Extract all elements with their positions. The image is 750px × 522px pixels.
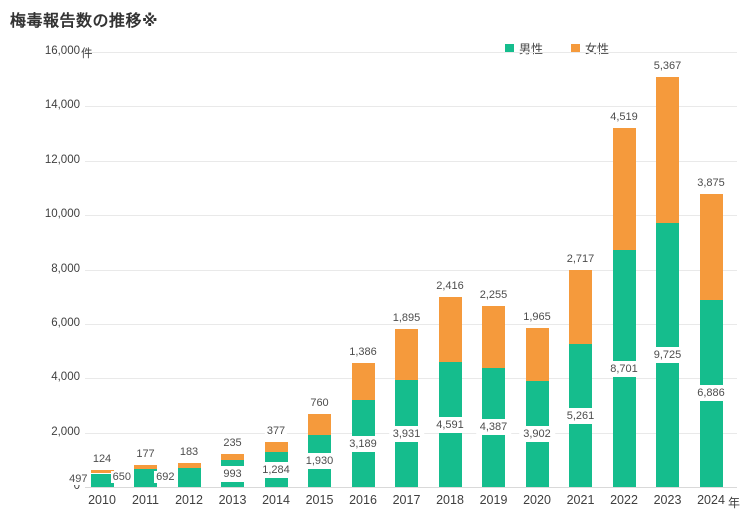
x-axis-label-2010: 2010: [88, 493, 116, 507]
bar-segment-female-2023: [656, 76, 679, 223]
y-axis-label: 2,000: [51, 425, 80, 438]
male-value-label-2018: 4,591: [432, 416, 468, 433]
female-value-label-2017: 1,895: [390, 311, 423, 324]
male-value-label-2020: 3,902: [519, 426, 555, 442]
male-value-label-2021: 5,261: [562, 407, 599, 424]
male-value-label-2017: 3,931: [388, 425, 425, 442]
x-axis-label-2016: 2016: [349, 493, 377, 507]
female-value-label-2022: 4,519: [608, 110, 640, 123]
male-value-label-2024: 6,886: [693, 385, 729, 402]
bar-segment-female-2011: [134, 464, 157, 470]
bar-segment-female-2022: [612, 127, 636, 251]
x-axis-unit-label: 年: [728, 495, 741, 510]
male-value-label-2019: 4,387: [475, 419, 512, 436]
female-value-label-2012: 183: [177, 446, 201, 459]
female-value-label-2019: 2,255: [477, 289, 510, 302]
bar-segment-female-2017: [395, 328, 418, 381]
male-value-label-2013: 993: [219, 465, 246, 482]
bar-segment-male-2012: [177, 468, 201, 487]
female-value-label-2023: 5,367: [651, 59, 684, 72]
x-axis-label-2012: 2012: [175, 493, 203, 507]
legend-swatch-female-icon: [571, 44, 581, 53]
y-axis-label: 8,000: [51, 262, 80, 275]
gridline: [85, 269, 737, 271]
bar-segment-male-2010: [90, 473, 114, 487]
y-axis-label: 12,000: [44, 153, 80, 166]
gridline: [85, 160, 737, 162]
gridline: [85, 52, 737, 53]
legend-swatch-male-icon: [505, 44, 514, 53]
x-axis-label-2020: 2020: [523, 493, 551, 507]
gridline: [85, 106, 737, 108]
male-value-label-2022: 8,701: [606, 360, 642, 377]
y-axis-label: 16,000: [44, 45, 80, 57]
female-value-label-2011: 177: [134, 447, 157, 460]
bar-segment-female-2018: [438, 296, 462, 363]
bar-segment-female-2012: [177, 463, 201, 469]
x-axis-label-2023: 2023: [653, 493, 682, 507]
y-axis-unit-label: 件: [81, 48, 93, 60]
x-axis-label-2022: 2022: [610, 493, 638, 507]
x-axis-label-2024: 2024: [697, 493, 725, 507]
x-axis-label-2011: 2011: [132, 493, 159, 507]
bar-segment-female-2019: [482, 306, 505, 368]
x-axis-label-2021: 2021: [566, 493, 595, 507]
bar-segment-female-2014: [264, 441, 288, 452]
y-axis-label: 0: [73, 480, 80, 492]
female-value-label-2021: 2,717: [564, 253, 597, 266]
x-axis-label-2015: 2015: [305, 493, 334, 507]
y-axis-label: 4,000: [51, 371, 80, 384]
male-value-label-2014: 1,284: [258, 461, 294, 478]
y-axis-label: 10,000: [44, 208, 80, 221]
female-value-label-2024: 3,875: [695, 177, 727, 190]
bar-segment-female-2013: [221, 453, 244, 460]
x-axis-label-2017: 2017: [392, 493, 421, 507]
bar-segment-female-2024: [699, 194, 723, 300]
female-value-label-2016: 1,386: [347, 345, 379, 358]
bar-segment-female-2016: [351, 362, 375, 401]
gridline: [85, 487, 737, 488]
female-value-label-2018: 2,416: [434, 279, 466, 292]
male-value-label-2015: 1,930: [301, 452, 338, 469]
male-value-label-2011: 650: [110, 471, 133, 484]
female-value-label-2010: 124: [90, 453, 114, 466]
gridline: [85, 323, 737, 325]
bar-segment-female-2015: [308, 413, 331, 435]
bar-segment-female-2021: [569, 270, 592, 344]
gridline: [85, 215, 737, 217]
y-axis-label: 14,000: [44, 99, 80, 112]
female-value-label-2015: 760: [308, 396, 331, 409]
x-axis-label-2018: 2018: [436, 493, 464, 507]
x-axis-label-2019: 2019: [479, 493, 508, 507]
male-value-label-2012: 692: [154, 470, 177, 483]
female-value-label-2013: 235: [221, 436, 244, 449]
bar-segment-female-2020: [525, 327, 549, 381]
female-value-label-2020: 1,965: [521, 310, 553, 323]
y-axis-label: 6,000: [51, 316, 80, 329]
male-value-label-2016: 3,189: [345, 435, 381, 452]
chart-title: 梅毒報告数の推移※: [10, 13, 159, 30]
bar-segment-male-2011: [134, 469, 157, 487]
x-axis-label-2013: 2013: [218, 493, 247, 507]
male-value-label-2010: 497: [67, 473, 90, 486]
male-value-label-2023: 9,725: [649, 346, 686, 363]
x-axis-label-2014: 2014: [262, 493, 290, 507]
female-value-label-2014: 377: [264, 424, 288, 437]
bar-segment-female-2010: [90, 470, 114, 474]
